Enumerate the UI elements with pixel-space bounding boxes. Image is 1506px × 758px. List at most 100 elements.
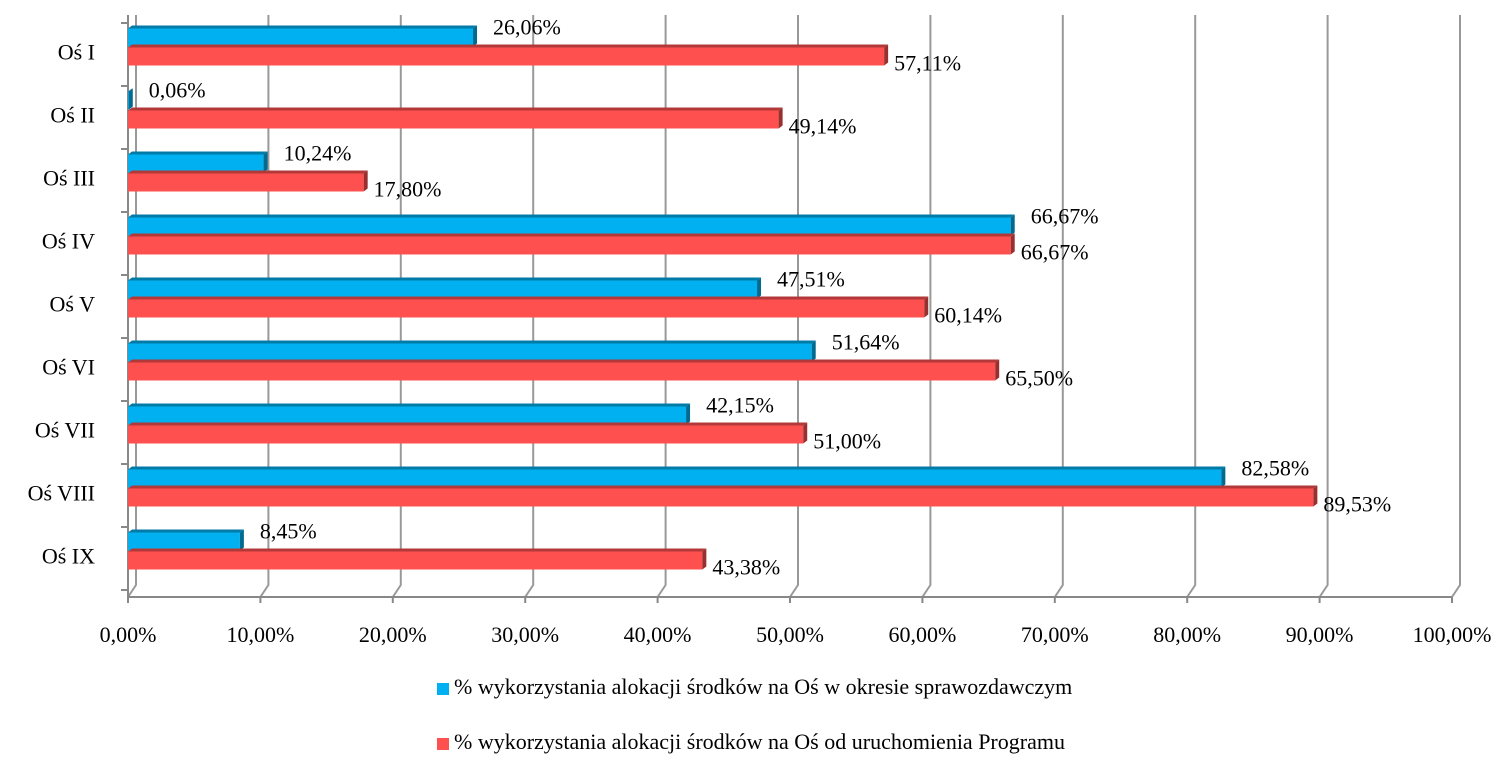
- value-label: 17,80%: [374, 177, 442, 202]
- grid-line: [656, 15, 667, 598]
- grid-line: [1318, 15, 1329, 598]
- bar-side: [924, 296, 929, 318]
- bar-top: [128, 340, 816, 344]
- bar: [128, 343, 812, 362]
- bar-side: [128, 88, 133, 110]
- bar-top: [128, 548, 707, 552]
- value-label: 10,24%: [284, 141, 352, 166]
- bar: [128, 280, 758, 299]
- bar: [128, 154, 264, 173]
- bar-top: [128, 422, 808, 426]
- bar-side: [884, 44, 889, 66]
- value-label: 66,67%: [1021, 240, 1089, 265]
- value-label: 0,06%: [149, 78, 206, 103]
- bar: [128, 173, 364, 192]
- grid-line: [1451, 15, 1461, 598]
- bar-top: [128, 44, 889, 48]
- bar-side: [473, 25, 478, 47]
- bar: [128, 406, 687, 425]
- value-label: 51,64%: [832, 330, 900, 355]
- bar: [128, 488, 1314, 507]
- y-tick-label: Oś VIII: [28, 481, 95, 506]
- value-label: 57,11%: [894, 51, 961, 76]
- bar-side: [1313, 485, 1318, 507]
- x-tick-label: 80,00%: [1153, 622, 1221, 647]
- bar: [128, 532, 240, 551]
- value-label: 51,00%: [813, 429, 881, 454]
- y-tick-label: Oś V: [50, 292, 96, 317]
- bar: [128, 91, 129, 110]
- bar-side: [803, 422, 808, 444]
- value-label: 89,53%: [1323, 492, 1391, 517]
- grid-line: [259, 15, 270, 598]
- bar: [128, 28, 474, 47]
- y-tick-label: Oś IV: [42, 229, 95, 254]
- bar-top: [128, 529, 244, 533]
- bar-top: [128, 107, 783, 111]
- bar: [128, 362, 996, 381]
- x-tick-label: 60,00%: [888, 622, 956, 647]
- bar-top: [128, 25, 478, 29]
- y-tick-label: Oś II: [50, 103, 95, 128]
- bar-top: [128, 88, 133, 92]
- grid-line: [921, 15, 932, 598]
- x-tick-label: 30,00%: [491, 622, 559, 647]
- bar-side: [1010, 233, 1015, 255]
- grid-line: [1053, 15, 1064, 598]
- y-tick-label: Oś III: [43, 166, 95, 191]
- bar-side: [778, 107, 783, 129]
- grid-line: [391, 15, 402, 598]
- bar-top: [128, 233, 1015, 237]
- value-label: 47,51%: [777, 267, 845, 292]
- bar-top: [128, 403, 691, 407]
- bar: [128, 217, 1011, 236]
- grid-line: [524, 15, 535, 598]
- bar: [128, 551, 703, 570]
- bar-top: [128, 485, 1318, 489]
- x-tick-label: 100,00%: [1413, 622, 1492, 647]
- y-tick-label: Oś I: [58, 40, 95, 65]
- bar-top: [128, 359, 1000, 363]
- legend-swatch: [437, 683, 449, 695]
- value-label: 42,15%: [706, 393, 774, 418]
- value-label: 49,14%: [789, 114, 857, 139]
- y-tick-label: Oś VI: [42, 355, 95, 380]
- bar-side: [757, 277, 762, 299]
- bar-top: [128, 151, 268, 155]
- legend-label: % wykorzystania alokacji środków na Oś o…: [454, 729, 1065, 754]
- value-label: 82,58%: [1241, 456, 1309, 481]
- legend-swatch: [437, 738, 449, 750]
- bar: [128, 469, 1222, 488]
- bar: [128, 299, 925, 318]
- x-tick-label: 50,00%: [756, 622, 824, 647]
- bar: [128, 110, 779, 129]
- value-label: 8,45%: [260, 519, 317, 544]
- bar-side: [811, 340, 816, 362]
- value-label: 26,06%: [493, 15, 561, 40]
- x-tick-label: 90,00%: [1286, 622, 1354, 647]
- x-tick-label: 40,00%: [624, 622, 692, 647]
- y-tick-label: Oś VII: [35, 418, 95, 443]
- bar-side: [1010, 214, 1015, 236]
- bar-side: [686, 403, 691, 425]
- bar-top: [128, 296, 929, 300]
- bar: [128, 236, 1011, 255]
- x-tick-label: 20,00%: [359, 622, 427, 647]
- bar-side: [363, 170, 368, 192]
- grid-line: [789, 15, 799, 598]
- value-label: 43,38%: [712, 555, 780, 580]
- bar: [128, 47, 885, 66]
- value-label: 66,67%: [1031, 204, 1099, 229]
- x-tick-label: 0,00%: [100, 622, 157, 647]
- legend-label: % wykorzystania alokacji środków na Oś w…: [454, 674, 1072, 699]
- bar-top: [128, 277, 762, 281]
- bar-side: [702, 548, 707, 570]
- grid-line: [127, 15, 137, 598]
- bar-side: [263, 151, 268, 173]
- bar-side: [239, 529, 244, 551]
- bar-side: [995, 359, 1000, 381]
- bar-top: [128, 466, 1226, 470]
- value-label: 65,50%: [1005, 366, 1073, 391]
- x-tick-label: 70,00%: [1021, 622, 1089, 647]
